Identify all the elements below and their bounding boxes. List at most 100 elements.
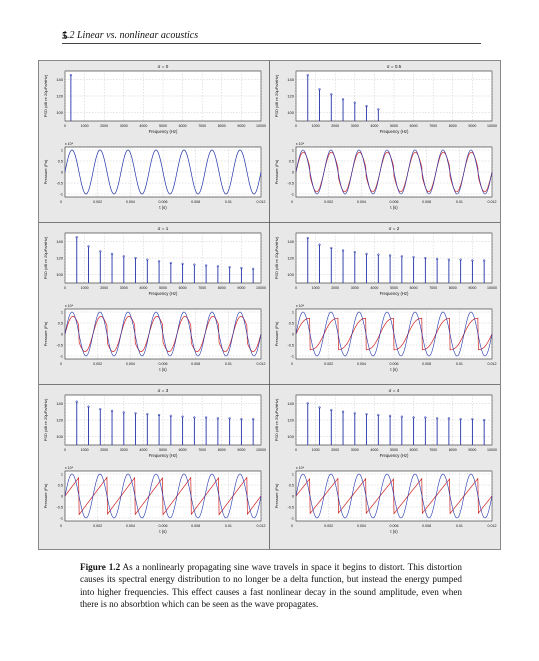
waveform-ylabel: Pressure (Pa) bbox=[274, 159, 279, 184]
spectrum-xtick-label: 8000 bbox=[218, 124, 226, 128]
spectrum-xtick-label: 4000 bbox=[370, 448, 378, 452]
spectrum-xtick-label: 7000 bbox=[198, 124, 206, 128]
panel-title: σ = 1 bbox=[158, 226, 169, 231]
waveform-xtick-label: 0.004 bbox=[126, 362, 135, 366]
waveform-ytick-label: 1 bbox=[292, 311, 294, 315]
spectrum-xlabel: Frequency (Hz) bbox=[380, 291, 409, 296]
spectrum-xtick-label: 2000 bbox=[100, 286, 108, 290]
waveform-nonlinear-line bbox=[64, 476, 262, 516]
spectrum-stem-marker bbox=[99, 250, 102, 253]
waveform-ytick-label: 0.5 bbox=[58, 322, 63, 326]
spectrum-ytick-label: 120 bbox=[287, 94, 294, 99]
spectrum-stem-marker bbox=[240, 266, 243, 270]
waveform-xtick-label: 0.008 bbox=[422, 200, 431, 204]
waveform-exponent-label: x 10⁴ bbox=[65, 304, 74, 308]
spectrum-xtick-label: 8000 bbox=[218, 286, 226, 290]
waveform-ytick-label: 0 bbox=[292, 333, 294, 337]
panel-title: σ = 0.5 bbox=[387, 64, 402, 69]
spectrum-stem-marker bbox=[400, 415, 403, 418]
spectrum-xtick-label: 4000 bbox=[139, 124, 147, 128]
spectrum-stem-marker bbox=[330, 246, 333, 250]
waveform-ytick-label: -0.5 bbox=[287, 182, 294, 186]
spectrum-xtick-label: 10000 bbox=[487, 286, 497, 290]
panel-title: σ = 4 bbox=[389, 388, 400, 393]
spectrum-ytick-label: 140 bbox=[287, 77, 294, 82]
spectrum-stem-marker bbox=[228, 417, 231, 420]
waveform-ytick-label: 0 bbox=[61, 495, 63, 499]
waveform-ytick-label: -1 bbox=[291, 193, 294, 197]
waveform-linear-line bbox=[64, 149, 262, 195]
waveform-xtick-zero: 0 bbox=[291, 200, 293, 204]
waveform-ytick-label: 1 bbox=[61, 473, 63, 477]
spectrum-xtick-label: 10000 bbox=[487, 448, 497, 452]
spectrum-xtick-label: 2000 bbox=[331, 286, 339, 290]
spectrum-stem-marker bbox=[75, 400, 78, 403]
spectrum-stem-marker bbox=[388, 254, 392, 257]
waveform-xtick-zero: 0 bbox=[60, 362, 62, 366]
spectrum-stem-marker bbox=[193, 263, 196, 266]
waveform-xtick-label: 0.008 bbox=[422, 362, 431, 366]
spectrum-xtick-label: 6000 bbox=[179, 124, 187, 128]
spectrum-xtick-label: 5000 bbox=[390, 286, 398, 290]
spectrum-xtick-label: 5000 bbox=[159, 124, 167, 128]
spectrum-stem-marker bbox=[447, 417, 451, 420]
spectrum-stem-marker bbox=[435, 257, 439, 260]
spectrum-stem-marker bbox=[365, 413, 368, 416]
spectrum-ytick-label: 120 bbox=[287, 256, 294, 261]
waveform-xtick-label: 0.01 bbox=[225, 200, 232, 204]
spectrum-xtick-label: 9000 bbox=[237, 124, 245, 128]
spectrum-ytick-label: 100 bbox=[287, 434, 294, 439]
waveform-xtick-label: 0.012 bbox=[257, 362, 266, 366]
waveform-linear-line bbox=[295, 149, 493, 195]
spectrum-stem-marker bbox=[353, 101, 356, 104]
spectrum-xtick-label: 1000 bbox=[312, 286, 320, 290]
waveform-exponent-label: x 10⁴ bbox=[296, 466, 305, 470]
waveform-xtick-label: 0.01 bbox=[456, 362, 463, 366]
spectrum-ytick-label: 120 bbox=[56, 256, 63, 261]
waveform-ytick-label: -0.5 bbox=[56, 344, 63, 348]
spectrum-stem-marker bbox=[204, 416, 208, 419]
waveform-xtick-label: 0.004 bbox=[357, 200, 366, 204]
spectrum-stem-marker bbox=[181, 415, 184, 418]
section-title: 1.2 Linear vs. nonlinear acoustics bbox=[62, 30, 199, 41]
waveform-xtick-label: 0.006 bbox=[390, 524, 399, 528]
waveform-xtick-label: 0.006 bbox=[159, 524, 168, 528]
spectrum-stem-marker bbox=[204, 264, 208, 267]
spectrum-xtick-label: 5000 bbox=[159, 448, 167, 452]
waveform-xtick-label: 0.012 bbox=[488, 362, 497, 366]
waveform-nonlinear-line bbox=[295, 317, 493, 351]
spectrum-stem-marker bbox=[169, 261, 172, 265]
spectrum-stem-marker bbox=[353, 412, 356, 415]
spectrum-ytick-label: 140 bbox=[56, 401, 63, 406]
waveform-linear-line bbox=[64, 311, 262, 357]
waveform-ylabel: Pressure (Pa) bbox=[274, 321, 279, 346]
spectrum-stem-marker bbox=[318, 406, 321, 409]
waveform-xtick-label: 0.002 bbox=[93, 524, 102, 528]
waveform-linear-line bbox=[295, 473, 493, 519]
spectrum-xtick-label: 3000 bbox=[120, 124, 128, 128]
waveform-ytick-label: -0.5 bbox=[287, 506, 294, 510]
waveform-ytick-label: 1 bbox=[61, 149, 63, 153]
spectrum-stem-marker bbox=[483, 259, 486, 262]
spectrum-xtick-label: 6000 bbox=[179, 448, 187, 452]
spectrum-stem-marker bbox=[341, 410, 345, 413]
spectrum-stem-marker bbox=[330, 93, 333, 96]
waveform-xtick-label: 0.002 bbox=[93, 362, 102, 366]
spectrum-stem-marker bbox=[471, 259, 474, 262]
waveform-ytick-label: 0 bbox=[61, 333, 63, 337]
waveform-ytick-label: 0 bbox=[292, 171, 294, 175]
spectrum-stem-marker bbox=[471, 418, 474, 421]
waveform-xtick-label: 0.01 bbox=[225, 362, 232, 366]
spectrum-xtick-label: 8000 bbox=[449, 286, 457, 290]
spectrum-xlabel: Frequency (Hz) bbox=[380, 453, 409, 458]
waveform-xtick-label: 0.012 bbox=[257, 524, 266, 528]
waveform-ytick-label: 0.5 bbox=[289, 322, 294, 326]
spectrum-xtick-label: 3000 bbox=[120, 286, 128, 290]
spectrum-xtick-label: 9000 bbox=[468, 124, 476, 128]
figure-1-2: 0 1000 2000 3000 4000 5000 6000 7000 8000 9000 100… bbox=[38, 60, 501, 550]
spectrum-stem-marker bbox=[99, 408, 102, 411]
spectrum-stem-marker bbox=[122, 255, 125, 258]
spectrum-stem-marker bbox=[157, 260, 161, 263]
spectrum-xtick-label: 3000 bbox=[351, 286, 359, 290]
panel-title: σ = 0 bbox=[158, 64, 169, 69]
